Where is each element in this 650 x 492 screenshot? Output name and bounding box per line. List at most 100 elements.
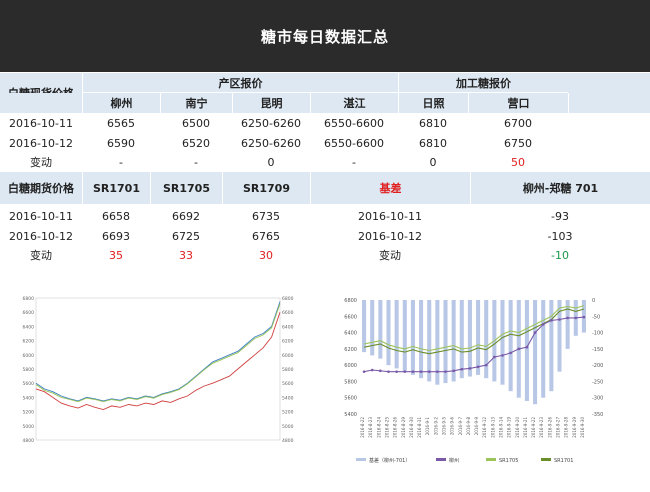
x-tick-label: 2016-9-23 <box>539 417 544 438</box>
spot-date: 2016-10-12 <box>9 136 73 150</box>
basis-bar <box>443 300 448 384</box>
legend-swatch <box>541 458 551 461</box>
page-title: 糖市每日数据汇总 <box>260 27 389 46</box>
spot-change: - <box>194 155 198 169</box>
futures-basis-date: 2016-10-11 <box>358 209 422 223</box>
futures-change: 35 <box>109 248 123 262</box>
y-right-tick-label: -300 <box>592 396 603 402</box>
y-left-tick-label: 6800 <box>344 298 357 304</box>
left-price-chart: 6800 6800 6600 6600 6400 6400 6200 6200 6000 6000… <box>18 290 300 470</box>
y-tick-label-right: 6800 <box>282 296 294 302</box>
y-right-tick-label: -50 <box>592 314 600 320</box>
futures-col-2: SR1709 <box>222 172 310 204</box>
y-tick-label-right: 6200 <box>282 339 294 345</box>
futures-date: 2016-10-12 <box>9 229 73 243</box>
y-right-tick-label: -250 <box>592 379 603 385</box>
liuzhou-line-point <box>476 365 480 369</box>
basis-bar <box>410 300 415 375</box>
basis-bar <box>524 300 529 401</box>
basis-bar <box>533 300 538 405</box>
spot-header-row-1: 白糖现货价格 产区报价 加工糖报价 <box>0 73 650 113</box>
liuzhou-line-point <box>509 351 512 355</box>
x-tick-label: 2016-9-7 <box>458 417 463 436</box>
x-tick-label: 2016-9-1 <box>425 417 430 436</box>
liuzhou-line-point <box>566 316 569 320</box>
spot-group-processed: 加工糖报价 <box>398 73 568 93</box>
y-right-tick-label: -350 <box>592 412 603 418</box>
basis-bar <box>565 300 570 349</box>
basis-bar <box>427 300 432 382</box>
spot-value: 6750 <box>504 136 532 150</box>
liuzhou-line-point <box>525 345 529 349</box>
x-tick-label: 2016-8-31 <box>417 417 422 438</box>
legend-swatch <box>356 458 366 461</box>
futures-spread: -93 <box>551 209 569 223</box>
series-line <box>35 303 281 403</box>
legend-label: SR1701 <box>554 458 573 464</box>
liuzhou-line-point <box>427 370 431 373</box>
spot-value: 6520 <box>182 136 210 150</box>
basis-bar <box>484 300 489 379</box>
y-tick-label: 5200 <box>23 410 35 416</box>
y-tick-label-right: 5600 <box>282 381 294 387</box>
y-tick-label-right: 6400 <box>282 324 294 330</box>
x-tick-label: 2016-8-29 <box>401 417 406 438</box>
spot-col-empty <box>568 93 650 113</box>
spot-change: 50 <box>511 155 525 169</box>
legend-swatch <box>436 458 446 461</box>
liuzhou-line-point <box>550 319 553 322</box>
spot-change: - <box>352 155 356 169</box>
y-tick-label-right: 5800 <box>282 367 294 373</box>
basis-bar <box>459 300 464 379</box>
y-tick-label: 6800 <box>23 296 35 302</box>
basis-bar <box>500 300 505 385</box>
right-basis-chart: 6800 6600 6400 6200 6000 5800 5600 5400 0 -50 -100… <box>336 290 618 470</box>
y-tick-label-right: 6000 <box>282 353 294 359</box>
spot-change: 0 <box>429 155 437 169</box>
liuzhou-line-point <box>452 369 455 373</box>
x-tick-label: 2016-8-30 <box>409 417 414 438</box>
y-tick-label-right: 6600 <box>282 310 294 316</box>
sr1705-line <box>363 305 585 352</box>
y-tick-label: 5400 <box>23 395 35 401</box>
basis-bar <box>476 300 481 375</box>
basis-bar <box>508 300 513 392</box>
y-left-tick-label: 5800 <box>344 379 357 385</box>
spot-value: 6810 <box>419 116 447 130</box>
liuzhou-line-point <box>387 370 390 373</box>
liuzhou-line-point <box>395 370 398 373</box>
spot-value: 6590 <box>107 136 135 150</box>
basis-bar <box>467 300 472 377</box>
basis-bar <box>378 300 383 359</box>
liuzhou-line-point <box>574 316 578 320</box>
futures-value: 6735 <box>252 209 280 223</box>
spot-change: 0 <box>267 155 275 169</box>
liuzhou-line-point <box>541 323 545 326</box>
plot-area <box>35 297 281 441</box>
y-tick-label: 5000 <box>23 424 35 430</box>
x-tick-label: 2016-9-19 <box>507 417 512 438</box>
spot-value: 6500 <box>182 116 210 130</box>
liuzhou-line-point <box>517 347 521 351</box>
table-row: 2016-10-11 6565 6500 6250-6260 6550-6600… <box>0 113 650 133</box>
basis-bar <box>362 300 367 353</box>
spot-value: 6550-6600 <box>324 136 384 150</box>
basis-bar <box>386 300 391 366</box>
legend-label: SR1705 <box>499 458 518 464</box>
futures-change: 30 <box>259 248 273 262</box>
series-line <box>35 301 281 402</box>
spot-change-row: 变动 - - 0 - 0 50 <box>0 153 650 171</box>
legend-label: 柳州 <box>449 457 459 464</box>
futures-value: 6725 <box>172 229 200 243</box>
x-tick-label: 2016-9-5 <box>442 417 447 436</box>
y-tick-label: 6200 <box>23 339 35 345</box>
y-left-tick-label: 5600 <box>344 396 357 402</box>
basis-bar <box>402 300 407 372</box>
y-tick-label: 4800 <box>23 438 35 444</box>
liuzhou-line-point <box>379 369 382 373</box>
x-tick-label: 2016-8-24 <box>376 417 381 438</box>
y-tick-label-right: 5000 <box>282 424 294 430</box>
basis-bar <box>541 300 546 398</box>
liuzhou-line-point <box>403 370 407 373</box>
spot-change: - <box>119 155 123 169</box>
